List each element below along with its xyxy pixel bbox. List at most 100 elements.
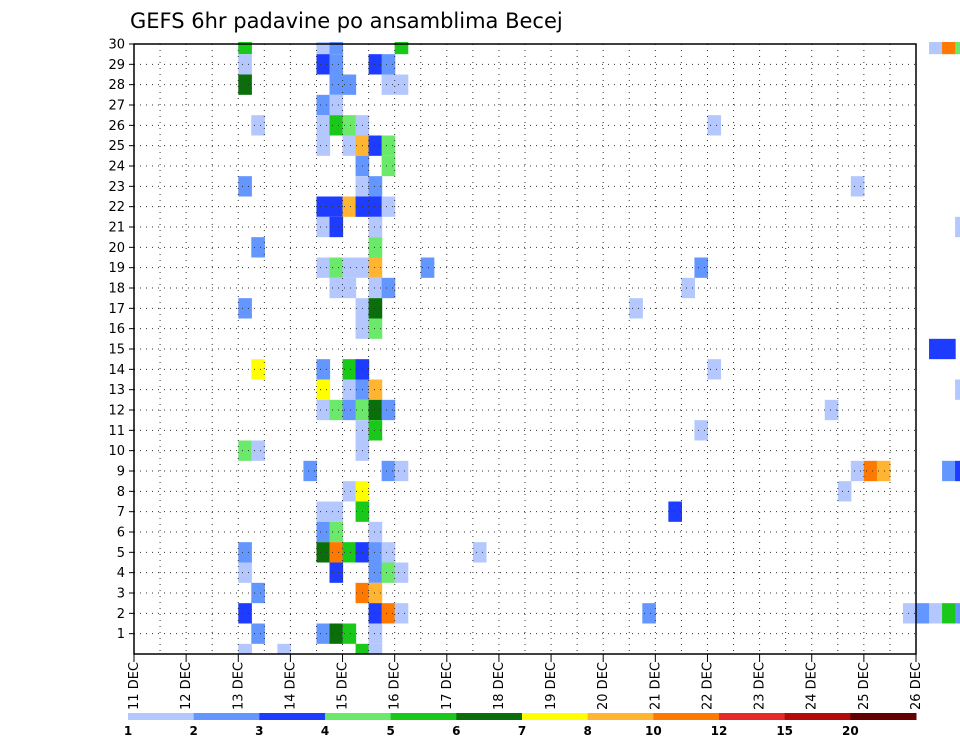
legend-swatch — [128, 713, 195, 720]
heatmap-cell — [316, 42, 331, 55]
heatmap-cell — [368, 298, 383, 319]
heatmap-cell — [342, 359, 357, 380]
heatmap-cell — [316, 196, 331, 217]
heatmap-cell — [316, 359, 331, 380]
y-tick-label: 18 — [108, 282, 125, 297]
legend-swatch — [456, 713, 523, 720]
heatmap-cell — [863, 460, 878, 482]
legend-swatch — [850, 713, 917, 720]
heatmap-cell — [329, 94, 344, 116]
y-tick-label: 5 — [117, 546, 125, 561]
heatmap-cell — [329, 54, 344, 75]
legend-swatch — [390, 713, 457, 720]
y-tick-label: 25 — [108, 139, 125, 154]
x-axis: 11 DEC 12 DEC 13 DEC 14 DEC 15 DEC 16 DEC 17 D… — [127, 654, 924, 710]
y-tick-label: 12 — [108, 404, 125, 419]
heatmap-cell — [316, 623, 331, 644]
legend-swatch — [325, 713, 392, 720]
heatmap-cell — [381, 155, 396, 177]
y-tick-label: 24 — [108, 160, 125, 175]
heatmap-cell — [694, 257, 709, 278]
y-tick-label: 11 — [108, 424, 125, 439]
heatmap-cell — [381, 135, 396, 156]
heatmap-cell — [381, 196, 396, 217]
heatmap-cell — [329, 115, 344, 136]
x-tick-label: 12 DEC — [179, 662, 194, 710]
heatmap-cell — [381, 542, 396, 563]
heatmap-cell — [955, 603, 960, 624]
legend-label: 20 — [842, 724, 859, 738]
heatmap-cell — [329, 542, 344, 563]
legend-label: 12 — [711, 724, 728, 738]
legend-swatch — [784, 713, 851, 720]
heatmap-cell — [942, 338, 956, 360]
heatmap-cell — [368, 196, 383, 217]
heatmap-cell — [251, 359, 265, 380]
heatmap-cell — [929, 603, 943, 624]
heatmap-cell — [472, 542, 487, 563]
heatmap-cell — [303, 460, 318, 482]
heatmap-cell — [824, 399, 839, 421]
heatmap-cell — [329, 277, 344, 299]
heatmap-cell — [342, 277, 357, 299]
heatmap-cell — [251, 582, 265, 604]
legend-label: 10 — [645, 724, 662, 738]
heatmap-cell — [929, 338, 943, 360]
heatmap-cell — [955, 216, 960, 238]
y-tick-label: 9 — [117, 465, 125, 480]
heatmap-cell — [368, 176, 383, 197]
heatmap-cell — [251, 440, 265, 461]
heatmap-cell — [394, 42, 409, 55]
y-tick-label: 20 — [108, 241, 125, 256]
legend-label: 6 — [452, 724, 460, 738]
heatmap-cell — [955, 42, 960, 55]
legend-label: 7 — [518, 724, 526, 738]
heatmap-cell — [368, 643, 383, 654]
heatmap-cell — [668, 501, 682, 522]
heatmap-cell — [329, 42, 344, 55]
y-tick-label: 30 — [108, 38, 125, 53]
y-tick-label: 22 — [108, 200, 125, 215]
legend-swatch — [522, 713, 589, 720]
heatmap-cells — [238, 42, 960, 654]
y-tick-label: 13 — [108, 383, 125, 398]
heatmap-cell — [368, 562, 383, 583]
heatmap-cell — [368, 542, 383, 563]
heatmap-cell — [329, 74, 344, 95]
y-tick-label: 29 — [108, 58, 125, 73]
y-tick-label: 2 — [117, 607, 125, 622]
x-tick-label: 23 DEC — [753, 662, 768, 710]
legend-label: 4 — [321, 724, 329, 738]
x-tick-label: 20 DEC — [596, 662, 611, 710]
heatmap-cell — [381, 603, 396, 624]
legend-label: 8 — [583, 724, 591, 738]
legend-swatch — [653, 713, 720, 720]
heatmap-cell — [942, 460, 956, 482]
x-tick-label: 15 DEC — [336, 662, 351, 710]
legend-swatch — [719, 713, 786, 720]
heatmap-cell — [329, 623, 344, 644]
heatmap-cell — [238, 603, 252, 624]
heatmap-cell — [381, 54, 396, 75]
heatmap-cell — [694, 420, 709, 441]
legend-swatch — [587, 713, 654, 720]
heatmap-cell — [368, 420, 383, 441]
heatmap-cell — [368, 603, 383, 624]
heatmap-cell — [238, 176, 252, 197]
y-tick-label: 14 — [108, 363, 125, 378]
heatmap-cell — [394, 74, 409, 95]
y-tick-label: 8 — [117, 485, 125, 500]
x-tick-label: 21 DEC — [648, 662, 663, 710]
heatmap-cell — [342, 74, 357, 95]
heatmap-cell — [629, 298, 643, 319]
heatmap-cell — [329, 501, 344, 522]
x-tick-label: 26 DEC — [909, 662, 924, 710]
heatmap-cell — [850, 176, 865, 197]
legend-swatch — [259, 713, 326, 720]
y-tick-label: 23 — [108, 180, 125, 195]
heatmap-cell — [394, 460, 409, 482]
y-tick-label: 3 — [117, 587, 125, 602]
x-tick-label: 24 DEC — [805, 662, 820, 710]
y-tick-label: 28 — [108, 78, 125, 93]
